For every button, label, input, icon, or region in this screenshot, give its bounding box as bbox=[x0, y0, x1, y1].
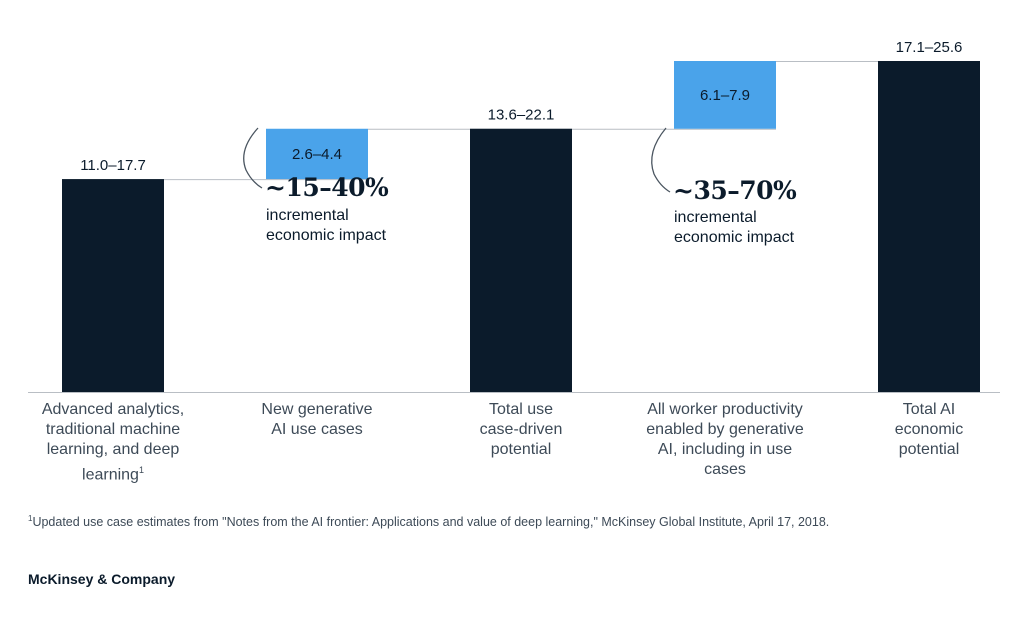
bar-4 bbox=[674, 61, 776, 129]
bracket-1 bbox=[243, 127, 263, 189]
category-label-3: Total use case-driven potential bbox=[479, 401, 563, 458]
impact-caption-2: incremental economic impact bbox=[674, 209, 795, 246]
value-label-3: 13.6–22.1 bbox=[488, 107, 555, 124]
bracket-2 bbox=[651, 127, 671, 193]
footnote-marker: 1 bbox=[28, 514, 33, 523]
value-label-2: 2.6–4.4 bbox=[292, 146, 342, 163]
bar-2 bbox=[266, 128, 368, 180]
footnote: 1Updated use case estimates from "Notes … bbox=[28, 514, 829, 529]
bar-3 bbox=[470, 128, 572, 392]
impact-percentage-2: ~35–70% bbox=[673, 176, 797, 205]
impact-percentage-1: ~15–40% bbox=[265, 173, 389, 202]
value-label-4: 6.1–7.9 bbox=[700, 87, 750, 104]
value-label-1: 11.0–17.7 bbox=[80, 157, 146, 174]
bar-5 bbox=[878, 61, 980, 392]
impact-caption-1: incremental economic impact bbox=[266, 207, 387, 244]
footnote-marker: 1 bbox=[138, 465, 144, 475]
brand-logo: McKinsey & Company bbox=[28, 571, 176, 587]
category-label-2: New generative AI use cases bbox=[261, 401, 373, 438]
bar-1 bbox=[62, 179, 164, 392]
category-label-5: Total AI economic potential bbox=[894, 401, 964, 458]
footnote-text: Updated use case estimates from "Notes f… bbox=[32, 515, 830, 530]
value-label-5: 17.1–25.6 bbox=[896, 39, 963, 56]
category-label-1: Advanced analytics, traditional machine … bbox=[41, 401, 185, 484]
category-label-4: All worker productivity enabled by gener… bbox=[646, 401, 804, 478]
